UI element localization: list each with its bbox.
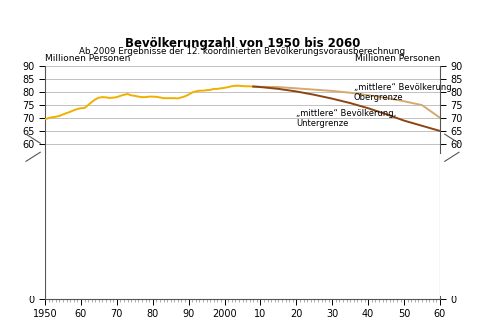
Text: „mittlere“ Bevölkerung,
Obergrenze: „mittlere“ Bevölkerung, Obergrenze bbox=[354, 83, 454, 102]
Bar bbox=[440, 154, 464, 296]
Bar bbox=[22, 154, 45, 296]
Text: „mittlere“ Bevölkerung,
Untergrenze: „mittlere“ Bevölkerung, Untergrenze bbox=[296, 109, 396, 128]
Title: Bevölkerungzahl von 1950 bis 2060: Bevölkerungzahl von 1950 bis 2060 bbox=[125, 37, 360, 50]
Text: Millionen Personen: Millionen Personen bbox=[45, 54, 130, 63]
Text: Millionen Personen: Millionen Personen bbox=[354, 54, 440, 63]
Text: Ab 2009 Ergebnisse der 12. koordinierten Bevölkerungsvorausberechnung: Ab 2009 Ergebnisse der 12. koordinierten… bbox=[80, 47, 406, 56]
